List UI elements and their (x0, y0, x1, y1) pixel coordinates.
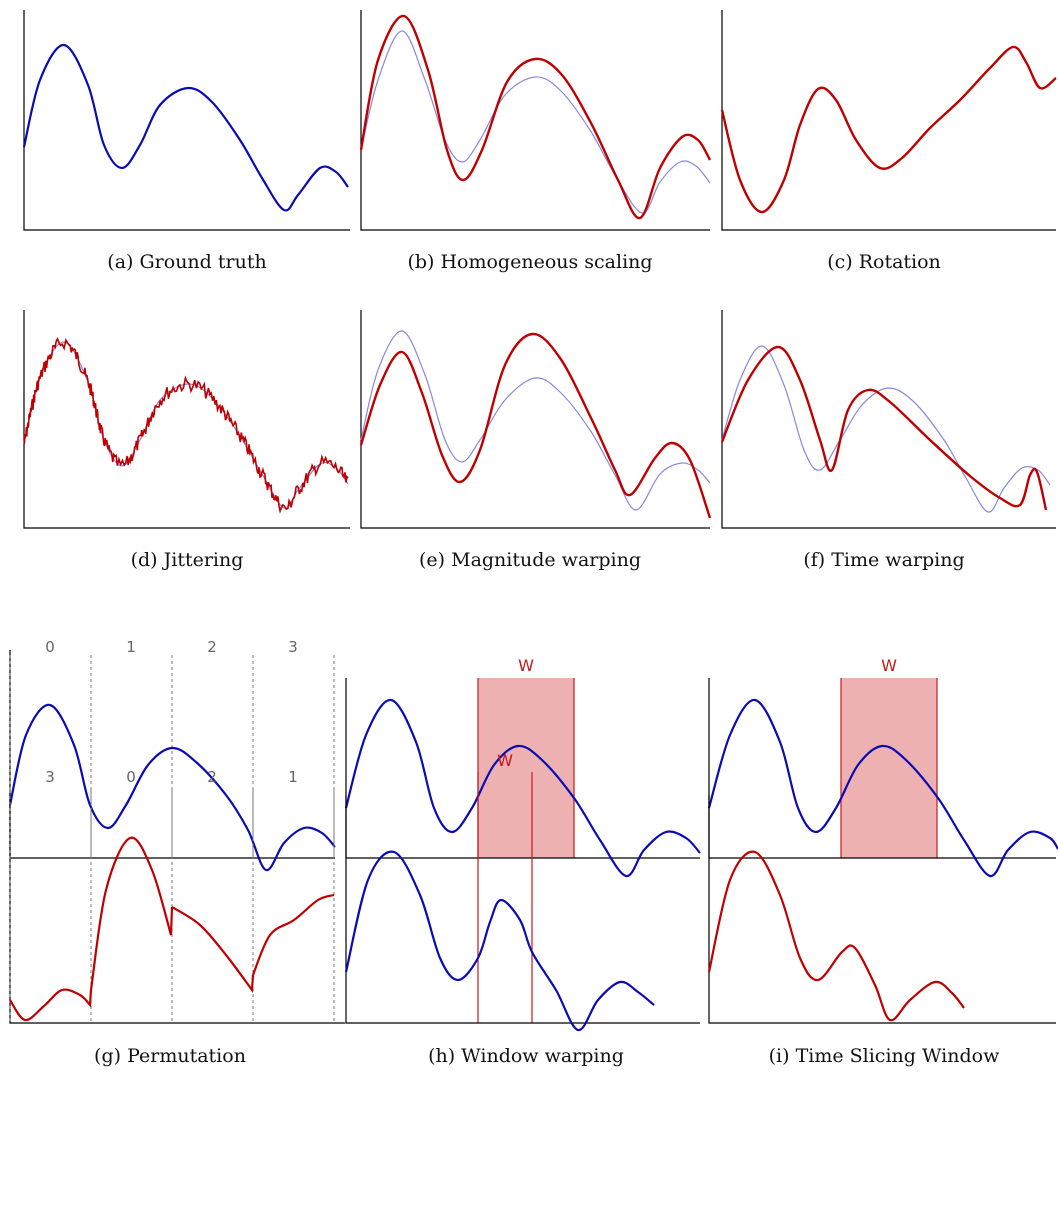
panel-g: 0 1 2 3 3 0 2 1 (g) Permutation (8, 638, 345, 1067)
panel-b-axes (360, 10, 710, 231)
jittered-curve (23, 337, 349, 514)
panel-a-axes (23, 10, 350, 231)
segment-label: 0 (126, 768, 136, 786)
permuted-curve (9, 836, 335, 1022)
scaled-curve (359, 14, 712, 220)
panel-b: (b) Homogeneous scaling (359, 10, 712, 273)
panel-a: (a) Ground truth (22, 10, 350, 273)
segment-label: 3 (288, 638, 298, 656)
panel-d: (d) Jittering (23, 310, 350, 571)
rotated-curve (720, 45, 1057, 214)
segment-label: 0 (45, 638, 55, 656)
caption-c: (c) Rotation (827, 251, 941, 273)
panel-i: W (i) Time Slicing Window (707, 656, 1058, 1067)
segment-label: 1 (126, 638, 136, 656)
ground-truth-curve (22, 43, 349, 212)
panel-i-bottom-axes (708, 795, 1056, 1024)
caption-e: (e) Magnitude warping (419, 549, 641, 571)
panel-f: (f) Time warping (720, 310, 1056, 571)
window-label: W (497, 751, 513, 770)
original-curve (707, 698, 1058, 878)
caption-b: (b) Homogeneous scaling (407, 251, 652, 273)
caption-i: (i) Time Slicing Window (769, 1045, 1000, 1067)
sliced-curve (707, 850, 965, 1022)
panel-c: (c) Rotation (720, 10, 1057, 273)
caption-h: (h) Window warping (428, 1045, 624, 1067)
original-curve (344, 698, 701, 878)
reference-curve (360, 30, 711, 214)
caption-f: (f) Time warping (803, 549, 964, 571)
segment-label: 3 (45, 768, 55, 786)
panel-d-axes (23, 310, 350, 529)
segment-label: 2 (207, 638, 217, 656)
segment-label: 2 (207, 768, 217, 786)
panel-h: W W (h) Window warping (344, 656, 701, 1067)
time-warped-curve (720, 345, 1048, 511)
original-curve (8, 703, 336, 872)
window-label: W (518, 656, 534, 675)
reference-curve (360, 330, 711, 511)
segment-label: 1 (288, 768, 298, 786)
panel-h-bottom-axes (345, 795, 700, 1024)
magnitude-warped-curve (359, 332, 712, 519)
caption-d: (d) Jittering (131, 549, 244, 571)
window-region (478, 678, 574, 858)
panel-e-axes (360, 310, 710, 529)
reference-curve (23, 341, 349, 509)
panel-e: (e) Magnitude warping (359, 310, 712, 571)
reference-curve (721, 345, 1051, 513)
panel-c-axes (721, 10, 1056, 231)
caption-a: (a) Ground truth (107, 251, 266, 273)
panel-f-axes (721, 310, 1056, 529)
window-warped-curve (344, 850, 655, 1032)
panel-g-bottom-axes (9, 790, 345, 1024)
window-label: W (881, 656, 897, 675)
caption-g: (g) Permutation (94, 1045, 246, 1067)
